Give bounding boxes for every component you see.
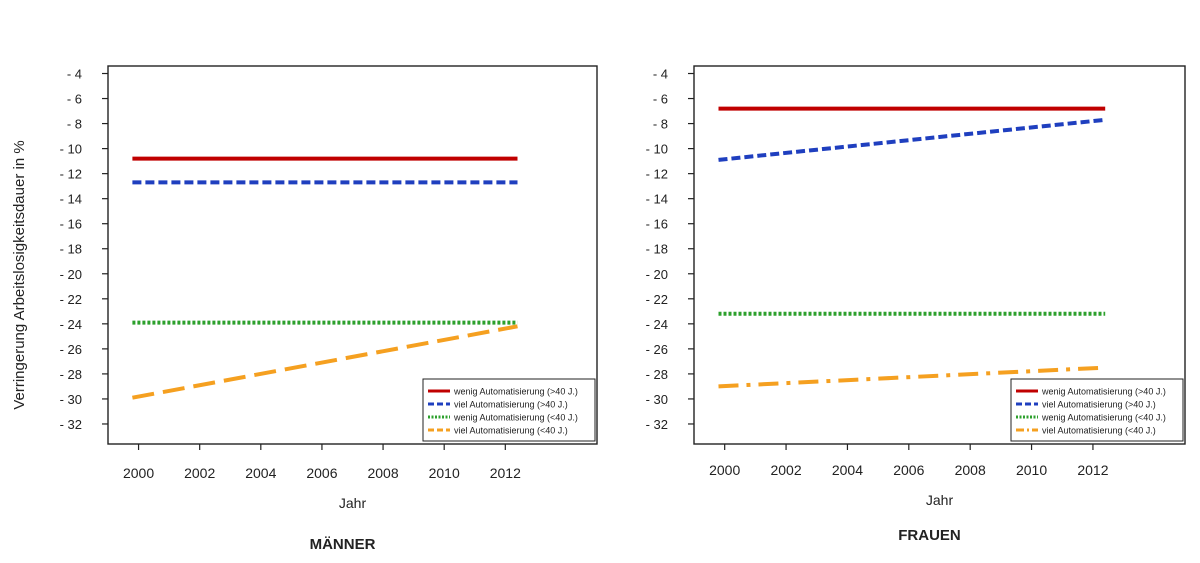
y-tick-label: - 12	[60, 167, 82, 182]
y-tick-label: - 8	[653, 117, 668, 132]
series-line-4	[718, 365, 1106, 389]
x-axis-label: Jahr	[926, 492, 954, 508]
y-tick-label: - 32	[60, 417, 82, 432]
y-axis-label: Verringerung Arbeitslosigkeitsdauer in %	[11, 140, 28, 409]
y-tick-label: - 12	[646, 167, 668, 182]
y-tick-label: - 32	[646, 417, 668, 432]
y-tick-label: - 8	[67, 117, 82, 132]
series-line-4	[132, 324, 518, 400]
legend-label-1: wenig Automatisierung (>40 J.)	[453, 387, 578, 397]
y-tick-label: - 28	[646, 367, 668, 382]
x-tick-label: 2008	[955, 462, 986, 478]
legend-label-3: wenig Automatisierung (<40 J.)	[453, 413, 578, 423]
legend-label-4: viel Automatisierung (<40 J.)	[454, 426, 568, 436]
x-tick-label: 2006	[893, 462, 924, 478]
legend-label-1: wenig Automatisierung (>40 J.)	[1041, 387, 1166, 397]
y-tick-label: - 4	[653, 67, 668, 82]
y-tick-label: - 18	[646, 242, 668, 257]
y-tick-label: - 30	[646, 392, 668, 407]
y-tick-label: - 22	[646, 292, 668, 307]
x-tick-label: 2000	[123, 465, 154, 481]
y-tick-label: - 16	[646, 217, 668, 232]
x-axis-label: Jahr	[339, 495, 367, 511]
x-tick-label: 2004	[832, 462, 863, 478]
x-tick-label: 2008	[367, 465, 398, 481]
y-tick-label: - 18	[60, 242, 82, 257]
x-tick-label: 2010	[1016, 462, 1047, 478]
y-tick-label: - 14	[646, 192, 668, 207]
y-tick-label: - 24	[646, 317, 668, 332]
x-tick-label: 2002	[184, 465, 215, 481]
plot-frame	[693, 65, 1186, 445]
legend-label-3: wenig Automatisierung (<40 J.)	[1041, 413, 1166, 423]
y-tick-label: - 14	[60, 192, 82, 207]
y-tick-label: - 30	[60, 392, 82, 407]
legend-label-2: viel Automatisierung (>40 J.)	[454, 400, 568, 410]
x-tick-label: 2006	[306, 465, 337, 481]
chart-title: MÄNNER	[310, 536, 376, 553]
y-tick-label: - 6	[653, 92, 668, 107]
y-tick-label: - 10	[646, 142, 668, 157]
y-tick-label: - 20	[60, 267, 82, 282]
plot-frame	[107, 65, 598, 445]
legend: wenig Automatisierung (>40 J.) viel Autom…	[1010, 378, 1184, 442]
x-tick-label: 2012	[490, 465, 521, 481]
y-tick-label: - 22	[60, 292, 82, 307]
y-tick-label: - 28	[60, 367, 82, 382]
chart-panel-maenner: - 4 - 6 - 8 - 10 - 12 - 14 - 16 - 18 - 20 - 22 - 2…	[11, 65, 598, 553]
x-tick-label: 2012	[1077, 462, 1108, 478]
legend: wenig Automatisierung (>40 J.) viel Autom…	[422, 378, 596, 442]
chart-panel-frauen: - 4 - 6 - 8 - 10 - 12 - 14 - 16 - 18 - 20 - 22 - 2…	[646, 65, 1186, 544]
y-tick-label: - 4	[67, 67, 82, 82]
y-tick-label: - 26	[646, 342, 668, 357]
legend-label-4: viel Automatisierung (<40 J.)	[1042, 426, 1156, 436]
x-tick-label: 2010	[429, 465, 460, 481]
y-tick-label: - 24	[60, 317, 82, 332]
y-tick-label: - 6	[67, 92, 82, 107]
x-tick-label: 2000	[709, 462, 740, 478]
y-tick-label: - 10	[60, 142, 82, 157]
y-tick-label: - 26	[60, 342, 82, 357]
x-tick-label: 2002	[770, 462, 801, 478]
series-line-2	[718, 117, 1106, 162]
chart-title: FRAUEN	[898, 527, 961, 544]
y-tick-label: - 20	[646, 267, 668, 282]
legend-box	[1010, 378, 1184, 442]
x-tick-label: 2004	[245, 465, 276, 481]
y-tick-label: - 16	[60, 217, 82, 232]
legend-box	[422, 378, 596, 442]
legend-label-2: viel Automatisierung (>40 J.)	[1042, 400, 1156, 410]
